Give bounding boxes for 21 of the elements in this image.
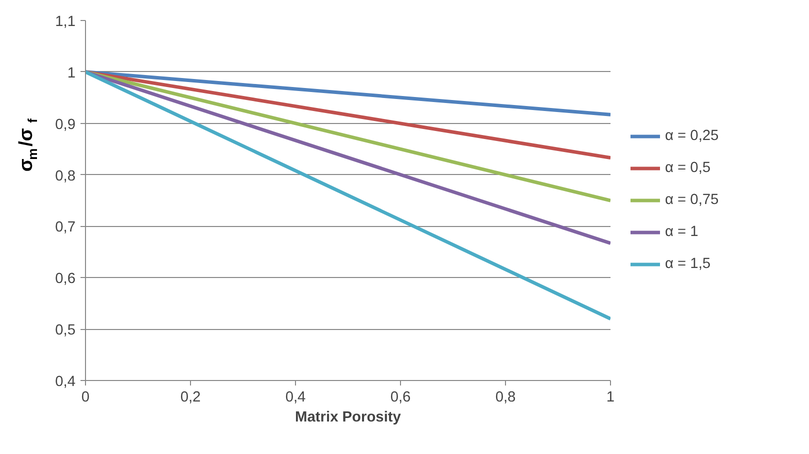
- legend-label: α = 1,5: [665, 256, 711, 272]
- x-tick-label: 0,6: [390, 390, 411, 406]
- x-tick-label: 0,8: [495, 390, 516, 406]
- y-tick-label: 0,9: [55, 116, 76, 133]
- x-tick-label: 0,2: [180, 390, 201, 406]
- legend-label: α = 0,75: [665, 192, 719, 208]
- y-tick-label: 1,1: [55, 14, 76, 30]
- x-tick-label: 0,4: [285, 390, 306, 406]
- y-tick-label: 0,6: [55, 271, 76, 288]
- y-tick-label: 0,7: [55, 220, 76, 236]
- y-tick-label: 0,4: [55, 374, 76, 390]
- y-tick-label: 1: [67, 65, 76, 82]
- x-tick-label: 0: [81, 390, 90, 406]
- legend-label: α = 0,25: [665, 128, 719, 144]
- x-axis-title: Matrix Porosity: [295, 410, 402, 426]
- x-tick-label: 1: [606, 390, 615, 406]
- legend-label: α = 0,5: [665, 160, 711, 176]
- y-tick-label: 0,8: [55, 168, 76, 184]
- legend-label: α = 1: [665, 224, 698, 240]
- y-axis-title: σm/σf: [16, 118, 40, 172]
- y-tick-label: 0,5: [55, 322, 76, 339]
